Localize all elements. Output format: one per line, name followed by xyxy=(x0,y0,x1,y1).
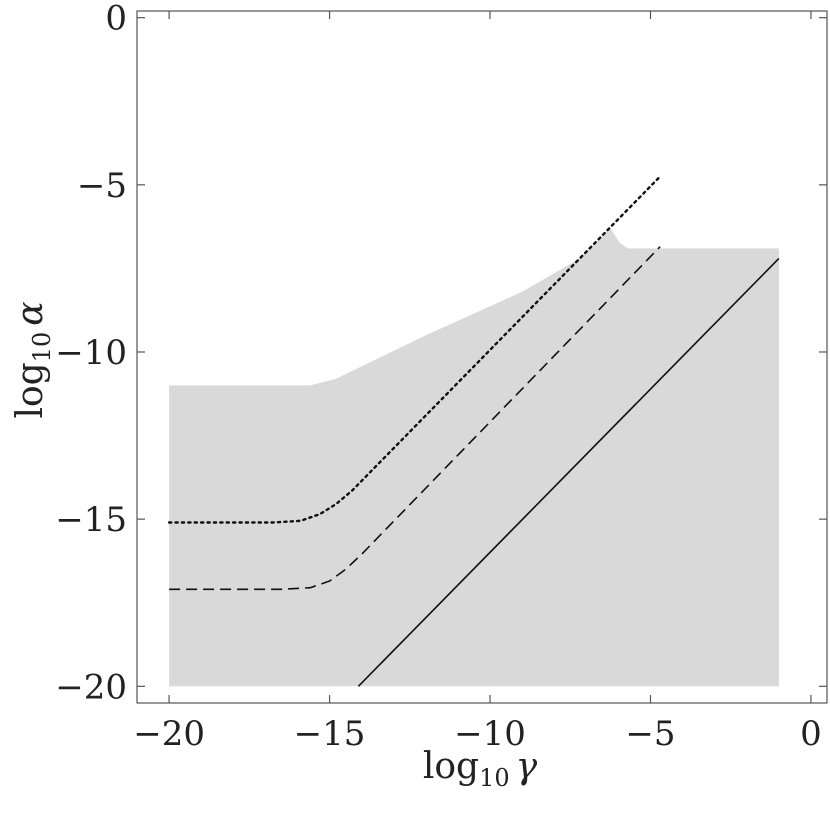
plot-frame xyxy=(136,10,828,704)
series-line-dotted xyxy=(167,175,662,524)
x-axis-label-variable: γ xyxy=(516,746,538,787)
y-axis-label: log10 α xyxy=(10,301,56,418)
shaded-region xyxy=(169,228,779,687)
y-tick-label: −5 xyxy=(77,166,127,206)
x-tick-label: −10 xyxy=(454,714,526,754)
x-axis-label-base: log xyxy=(423,746,479,787)
series-line-dashed xyxy=(169,246,661,591)
x-tick-label: −20 xyxy=(133,714,205,754)
x-tick-label: −5 xyxy=(625,714,675,754)
plot-area: −20 −15 −10 −5 0 0 −5 −10 −15 −20 xyxy=(55,0,828,754)
y-axis-label-subscript: 10 xyxy=(28,332,56,363)
x-tick-label: −15 xyxy=(294,714,366,754)
y-tick-label: −20 xyxy=(55,667,127,707)
y-axis-label-variable: α xyxy=(10,301,51,325)
y-tick-label: −15 xyxy=(55,500,127,540)
y-tick-label: −10 xyxy=(55,333,127,373)
y-tick-label: 0 xyxy=(105,0,127,39)
y-axis-label-base: log xyxy=(10,362,51,418)
x-axis-label-subscript: 10 xyxy=(479,764,510,792)
series-line-solid xyxy=(357,257,780,687)
x-axis-label: log10 γ xyxy=(423,746,538,792)
x-tick-label: 0 xyxy=(800,714,822,754)
